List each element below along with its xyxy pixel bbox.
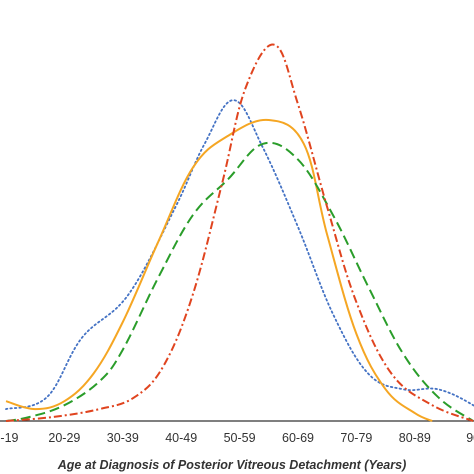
series-line-dash-dot xyxy=(5,43,474,422)
x-tick-label: 50-59 xyxy=(224,431,256,445)
series-line-dashed xyxy=(5,141,474,422)
x-tick-label: 40-49 xyxy=(165,431,197,445)
x-axis-title: Age at Diagnosis of Posterior Vitreous D… xyxy=(57,458,406,472)
x-tick-label: 0-19 xyxy=(0,431,19,445)
x-tick-label: 20-29 xyxy=(48,431,80,445)
x-tick-label: 90 xyxy=(466,431,474,445)
x-tick-label: 30-39 xyxy=(107,431,139,445)
x-tick-label: 60-69 xyxy=(282,431,314,445)
x-tick-label: 70-79 xyxy=(340,431,372,445)
series-layer xyxy=(5,43,474,422)
x-tick-labels: 0-19 20-29 30-39 40-49 50-59 60-69 70-79 80-89 9… xyxy=(0,431,474,445)
x-tick-label: 80-89 xyxy=(399,431,431,445)
series-line-dotted xyxy=(5,99,474,410)
series-line-solid xyxy=(5,118,433,422)
